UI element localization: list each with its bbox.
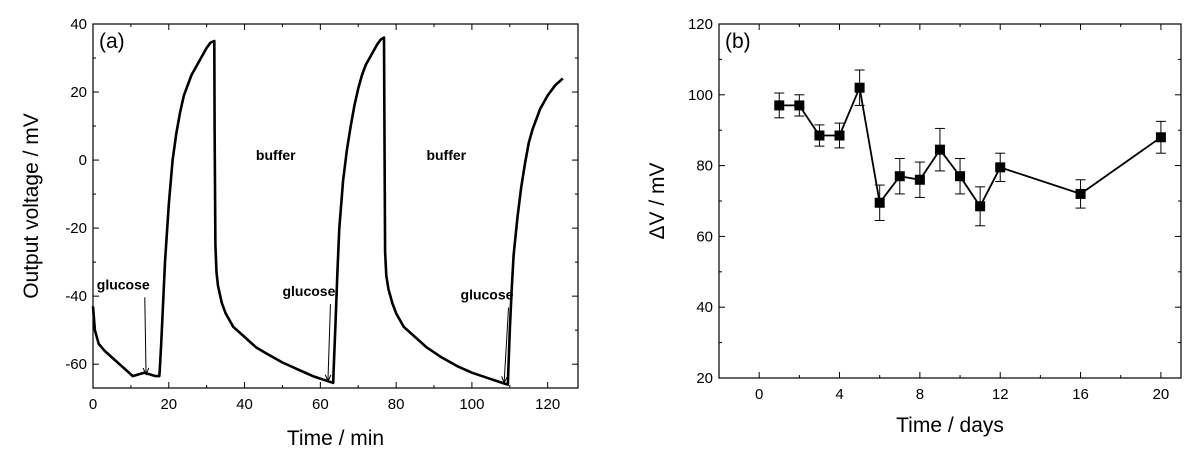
y-tick-label: 120 <box>688 16 713 33</box>
data-point <box>955 171 966 182</box>
glucose-annotation: glucose <box>97 276 150 292</box>
y-tick-label: -40 <box>65 288 87 305</box>
arrowhead <box>501 376 508 385</box>
plot-frame <box>92 23 579 389</box>
data-point <box>1155 132 1166 143</box>
data-point <box>894 171 905 182</box>
y-tick-label: 100 <box>688 87 713 104</box>
x-tick-label: 80 <box>388 396 405 413</box>
x-tick-label: 0 <box>755 386 763 403</box>
x-tick-label: 20 <box>1153 386 1170 403</box>
data-point <box>995 162 1006 173</box>
annotation-arrow <box>503 307 510 383</box>
panel-label: (b) <box>725 30 751 53</box>
panel-label: (a) <box>99 30 125 53</box>
y-tick-label: -60 <box>65 356 87 373</box>
y-tick-label: 40 <box>696 299 713 316</box>
x-tick-label: 8 <box>916 386 924 403</box>
x-tick-label: 0 <box>89 396 97 413</box>
buffer-annotation: buffer <box>256 147 296 163</box>
plot-frame <box>718 23 1182 379</box>
data-point <box>774 100 785 111</box>
glucose-annotation: glucose <box>282 283 335 299</box>
x-tick-label: 12 <box>992 386 1009 403</box>
x-tick-label: 4 <box>835 386 843 403</box>
x-tick-label: 16 <box>1072 386 1089 403</box>
data-point <box>854 82 865 93</box>
y-tick-label: 40 <box>70 16 87 33</box>
x-axis-title: Time / min <box>287 427 384 450</box>
x-tick-label: 60 <box>312 396 329 413</box>
data-point <box>934 144 945 155</box>
x-tick-label: 120 <box>535 396 560 413</box>
y-axis-title: Output voltage / mV <box>20 113 43 299</box>
annotation-arrow <box>327 304 331 382</box>
x-tick-label: 40 <box>236 396 253 413</box>
arrowhead <box>142 367 150 376</box>
y-tick-label: 20 <box>696 370 713 387</box>
y-tick-label: 20 <box>70 84 87 101</box>
y-tick-label: 60 <box>696 228 713 245</box>
y-tick-label: 0 <box>79 152 87 169</box>
arrowhead <box>324 374 332 383</box>
delta-v-series-line <box>779 84 1162 209</box>
data-point <box>834 130 845 141</box>
y-tick-label: -20 <box>65 220 87 237</box>
voltage-series-line <box>91 36 564 386</box>
y-axis-title: ΔV / mV <box>646 162 669 239</box>
x-axis-title: Time / days <box>896 414 1004 437</box>
data-point <box>794 100 805 111</box>
data-point <box>814 130 825 141</box>
panel-b-delta-v-chart: 0 4 8 12 16 20 20 40 60 80 100 120 Time / days ΔV / m… <box>646 16 1182 437</box>
data-point <box>975 201 986 212</box>
data-point <box>874 197 885 208</box>
buffer-annotation: buffer <box>426 147 466 163</box>
data-point <box>1075 188 1086 199</box>
x-tick-label: 20 <box>160 396 177 413</box>
annotation-arrow <box>144 297 147 375</box>
x-tick-label: 100 <box>459 396 484 413</box>
glucose-annotation: glucose <box>461 287 514 303</box>
y-tick-label: 80 <box>696 158 713 175</box>
data-point <box>914 174 925 185</box>
panel-a-voltage-chart: 0 20 40 60 80 100 120 -60 -40 -20 0 20 40 Time / min O… <box>20 16 579 450</box>
